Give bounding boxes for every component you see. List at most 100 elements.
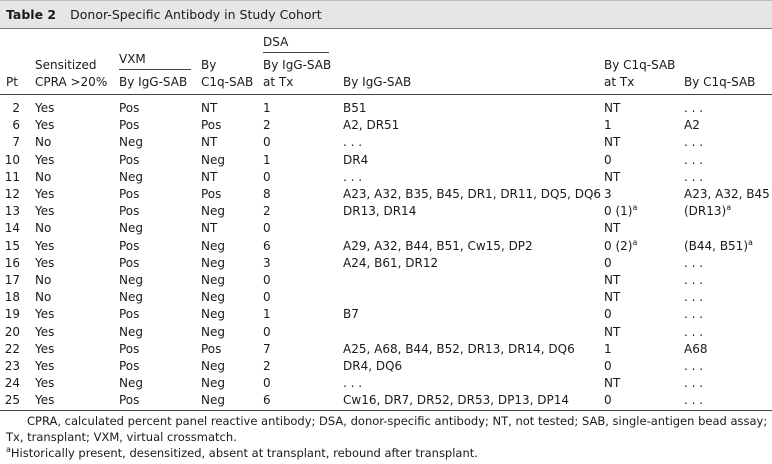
cell-dsa-igg: DR13, DR14 xyxy=(343,204,417,219)
cell-dsa-igg: A29, A32, B44, B51, Cw15, DP2 xyxy=(343,238,533,253)
cell-dsa-igg: . . . xyxy=(343,376,363,391)
cell-sensitized: No xyxy=(35,169,52,184)
cell-vxm-c1q: NT xyxy=(201,135,218,150)
cell-sensitized: Yes xyxy=(35,393,55,408)
cell-dsa-c1q: (B44, B51)a xyxy=(684,237,753,253)
cell-dsa-c1q: A23, A32, B45 xyxy=(684,187,770,201)
cell-dsa-c1q: . . . xyxy=(684,273,704,287)
cell-dsa-c1q-tx: 0 xyxy=(604,359,612,373)
cell-dsa-c1q-tx: NT xyxy=(604,273,621,287)
cell-vxm-c1q: Neg xyxy=(201,290,225,305)
cell-dsa-igg-tx: 1 xyxy=(263,307,271,322)
cell-dsa-c1q-tx: NT xyxy=(604,324,621,339)
cell-dsa-c1q-tx: 0 xyxy=(604,393,612,408)
cell-dsa-igg-tx: 2 xyxy=(263,204,271,219)
cell-vxm-igg: Pos xyxy=(119,341,140,356)
cell-vxm-igg: Pos xyxy=(119,238,140,253)
cell-dsa-c1q: . . . xyxy=(684,324,704,339)
cell-dsa-igg: . . . xyxy=(343,169,363,184)
cell-dsa-igg-tx: 3 xyxy=(263,255,271,270)
cell-sensitized: Yes xyxy=(35,204,55,219)
cell-dsa-c1q-tx: NT xyxy=(604,290,621,305)
cell-dsa-c1q-tx: 3 xyxy=(604,187,612,201)
footnote-abbreviations: CPRA, calculated percent panel reactive … xyxy=(6,414,768,444)
cell-pt: 18 xyxy=(4,290,20,305)
cell-pt: 16 xyxy=(4,255,20,270)
cell-dsa-igg-tx: 0 xyxy=(263,290,271,305)
footnote-a-mark: a xyxy=(6,445,11,455)
cell-vxm-c1q: Pos xyxy=(201,118,222,133)
footnote-a: aHistorically present, desensitized, abs… xyxy=(6,445,770,461)
cell-sensitized: No xyxy=(35,135,52,150)
cell-sensitized: Yes xyxy=(35,152,55,167)
cell-vxm-igg: Pos xyxy=(119,118,140,133)
cell-dsa-c1q-tx: NT xyxy=(604,169,621,184)
header-vxm-igg: By IgG-SAB xyxy=(119,75,188,89)
header-dsa-c1q-tx-bottom: at Tx xyxy=(604,75,635,89)
table-title: Donor-Specific Antibody in Study Cohort xyxy=(70,7,322,22)
table-bottom-rule xyxy=(0,410,772,411)
table-title-bar: Table 2 Donor-Specific Antibody in Study … xyxy=(0,0,772,29)
cell-dsa-c1q: . . . xyxy=(684,307,704,322)
cell-vxm-igg: Pos xyxy=(119,255,140,270)
cell-vxm-c1q: Neg xyxy=(201,324,225,339)
cell-dsa-igg-tx: 6 xyxy=(263,238,271,253)
header-dsa-igg-tx-bottom: at Tx xyxy=(263,75,294,89)
cell-vxm-igg: Pos xyxy=(119,204,140,219)
table-label: Table 2 xyxy=(6,7,57,22)
cell-dsa-c1q-tx: 0 xyxy=(604,307,612,322)
cell-pt: 22 xyxy=(4,341,20,356)
cell-dsa-igg-tx: 6 xyxy=(263,393,271,408)
cell-vxm-c1q: Neg xyxy=(201,255,225,270)
footnote-marker: a xyxy=(632,237,638,247)
header-vxm-c1q-bottom: C1q-SAB xyxy=(201,75,254,89)
cell-dsa-c1q: A2 xyxy=(684,118,700,133)
cell-dsa-igg-tx: 1 xyxy=(263,152,271,167)
cell-pt: 13 xyxy=(4,204,20,219)
cell-vxm-igg: Neg xyxy=(119,324,143,339)
cell-vxm-c1q: Neg xyxy=(201,376,225,391)
header-dsa: DSA xyxy=(263,35,289,49)
cell-vxm-igg: Neg xyxy=(119,376,143,391)
cell-pt: 19 xyxy=(4,307,20,322)
cell-sensitized: No xyxy=(35,290,52,305)
cell-pt: 20 xyxy=(4,324,20,339)
cell-pt: 6 xyxy=(12,118,20,133)
cell-dsa-igg: Cw16, DR7, DR52, DR53, DP13, DP14 xyxy=(343,393,570,408)
cell-dsa-igg: DR4, DQ6 xyxy=(343,359,403,373)
cell-dsa-igg: . . . xyxy=(343,135,363,150)
header-dsa-igg-tx-top: By IgG-SAB xyxy=(263,58,332,72)
cell-sensitized: Yes xyxy=(35,101,55,115)
cell-vxm-igg: Pos xyxy=(119,187,140,201)
cell-pt: 14 xyxy=(4,221,20,236)
cell-vxm-igg: Neg xyxy=(119,273,143,287)
cell-dsa-c1q: . . . xyxy=(684,255,704,270)
cell-dsa-igg-tx: 7 xyxy=(263,341,271,356)
header-sensitized: Sensitized xyxy=(35,58,97,72)
cell-sensitized: Yes xyxy=(35,341,55,356)
cell-dsa-c1q-tx: NT xyxy=(604,376,621,391)
cell-dsa-igg-tx: 0 xyxy=(263,221,271,236)
cell-dsa-igg: B7 xyxy=(343,307,359,322)
cell-sensitized: No xyxy=(35,221,52,236)
cell-sensitized: No xyxy=(35,273,52,287)
cell-vxm-c1q: Neg xyxy=(201,359,225,373)
cell-pt: 10 xyxy=(4,152,20,167)
cell-pt: 25 xyxy=(4,393,20,408)
footnote-marker: a xyxy=(632,203,638,213)
vxm-group-rule xyxy=(119,69,191,70)
cell-vxm-c1q: Neg xyxy=(201,238,225,253)
cell-dsa-c1q: . . . xyxy=(684,152,704,167)
cell-dsa-igg: DR4 xyxy=(343,152,369,167)
cell-vxm-c1q: Pos xyxy=(201,341,222,356)
cell-dsa-c1q-tx: 0 xyxy=(604,255,612,270)
cell-dsa-igg-tx: 0 xyxy=(263,324,271,339)
cell-dsa-c1q-tx: NT xyxy=(604,101,621,115)
cell-dsa-igg: A23, A32, B35, B45, DR1, DR11, DQ5, DQ6 xyxy=(343,187,602,201)
cell-dsa-igg-tx: 2 xyxy=(263,118,271,133)
cell-dsa-igg-tx: 0 xyxy=(263,169,271,184)
header-cpra: CPRA >20% xyxy=(35,75,108,89)
cell-dsa-c1q: . . . xyxy=(684,359,704,373)
cell-vxm-igg: Pos xyxy=(119,152,140,167)
cell-vxm-c1q: Neg xyxy=(201,152,225,167)
